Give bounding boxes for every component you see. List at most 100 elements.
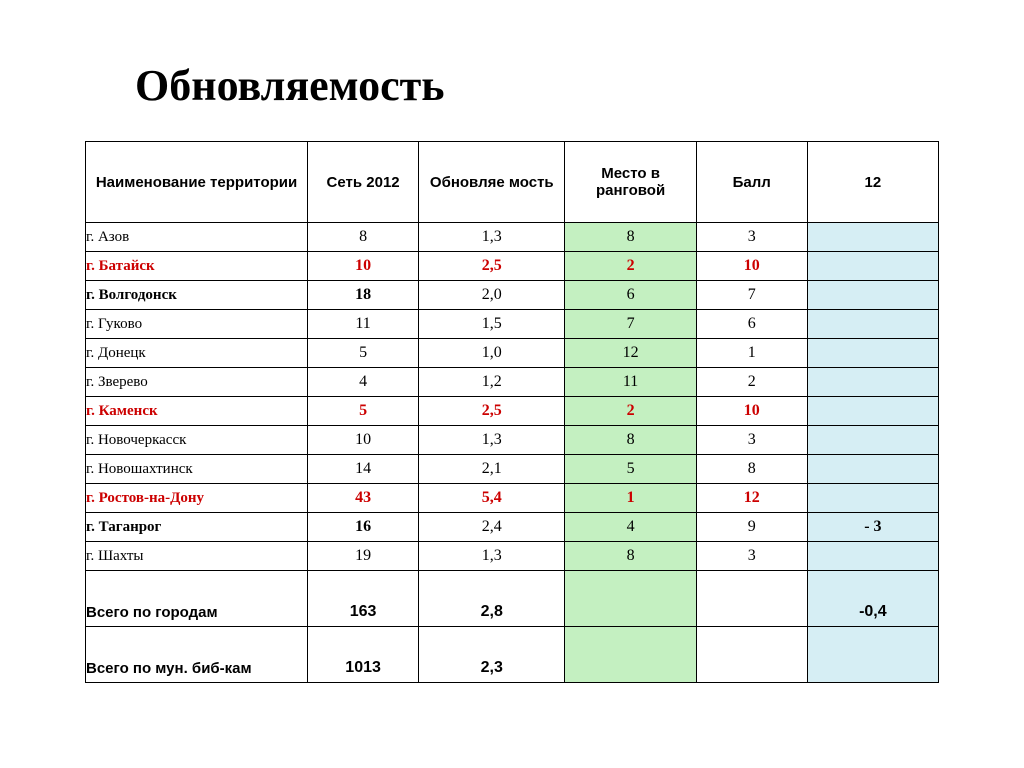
cell bbox=[807, 281, 938, 310]
cell: г. Донецк bbox=[86, 339, 308, 368]
col-territory: Наименование территории bbox=[86, 142, 308, 223]
cell: г. Таганрог bbox=[86, 513, 308, 542]
cell: 2,4 bbox=[419, 513, 565, 542]
cell bbox=[807, 339, 938, 368]
table-row: г. Шахты191,383 bbox=[86, 542, 939, 571]
cell: г. Каменск bbox=[86, 397, 308, 426]
cell: 2 bbox=[565, 252, 696, 281]
data-table: Наименование территории Сеть 2012 Обновл… bbox=[85, 141, 939, 683]
cell bbox=[807, 252, 938, 281]
table-row: г. Таганрог162,449- 3 bbox=[86, 513, 939, 542]
cell: 2,1 bbox=[419, 455, 565, 484]
col-score: Балл bbox=[696, 142, 807, 223]
table-body: г. Азов81,383г. Батайск102,5210г. Волгод… bbox=[86, 223, 939, 683]
cell: 1013 bbox=[308, 627, 419, 683]
cell: 1,3 bbox=[419, 223, 565, 252]
cell: 14 bbox=[308, 455, 419, 484]
cell bbox=[565, 627, 696, 683]
cell: г. Зверево bbox=[86, 368, 308, 397]
cell: 4 bbox=[565, 513, 696, 542]
cell bbox=[807, 368, 938, 397]
cell: 6 bbox=[565, 281, 696, 310]
cell: 10 bbox=[308, 252, 419, 281]
cell bbox=[807, 310, 938, 339]
cell: 8 bbox=[308, 223, 419, 252]
table-row: г. Гуково111,576 bbox=[86, 310, 939, 339]
table-total-row: Всего по мун. биб-кам10132,3 bbox=[86, 627, 939, 683]
cell: 2,8 bbox=[419, 571, 565, 627]
cell: 43 bbox=[308, 484, 419, 513]
cell bbox=[807, 542, 938, 571]
cell: 5 bbox=[308, 339, 419, 368]
cell: 1,3 bbox=[419, 426, 565, 455]
cell: 18 bbox=[308, 281, 419, 310]
cell: 8 bbox=[696, 455, 807, 484]
page-title: Обновляемость bbox=[85, 60, 939, 111]
cell: 1,2 bbox=[419, 368, 565, 397]
cell: 19 bbox=[308, 542, 419, 571]
cell: 5 bbox=[565, 455, 696, 484]
cell: 12 bbox=[565, 339, 696, 368]
cell: 8 bbox=[565, 542, 696, 571]
table-row: г. Новочеркасск101,383 bbox=[86, 426, 939, 455]
cell: г. Новочеркасск bbox=[86, 426, 308, 455]
table-row: г. Азов81,383 bbox=[86, 223, 939, 252]
cell bbox=[696, 627, 807, 683]
table-row: г. Зверево41,2112 bbox=[86, 368, 939, 397]
cell: 4 bbox=[308, 368, 419, 397]
cell bbox=[807, 484, 938, 513]
cell: 1,0 bbox=[419, 339, 565, 368]
cell bbox=[807, 627, 938, 683]
cell bbox=[807, 426, 938, 455]
cell: 10 bbox=[308, 426, 419, 455]
slide: Обновляемость Наименование территории Се… bbox=[0, 0, 1024, 768]
cell bbox=[807, 223, 938, 252]
cell: 8 bbox=[565, 426, 696, 455]
cell: г. Батайск bbox=[86, 252, 308, 281]
cell: 2 bbox=[565, 397, 696, 426]
table-row: г. Новошахтинск142,158 bbox=[86, 455, 939, 484]
table-row: г. Волгодонск182,067 bbox=[86, 281, 939, 310]
cell bbox=[807, 455, 938, 484]
cell: Всего по мун. биб-кам bbox=[86, 627, 308, 683]
cell: - 3 bbox=[807, 513, 938, 542]
cell: г. Гуково bbox=[86, 310, 308, 339]
cell: 11 bbox=[565, 368, 696, 397]
cell: Всего по городам bbox=[86, 571, 308, 627]
table-row: г. Каменск52,5210 bbox=[86, 397, 939, 426]
cell: 163 bbox=[308, 571, 419, 627]
table-row: г. Донецк51,0121 bbox=[86, 339, 939, 368]
cell: 1 bbox=[696, 339, 807, 368]
cell: 6 bbox=[696, 310, 807, 339]
col-last: 12 bbox=[807, 142, 938, 223]
cell: 2,5 bbox=[419, 397, 565, 426]
cell: 7 bbox=[565, 310, 696, 339]
cell: г. Шахты bbox=[86, 542, 308, 571]
cell: 11 bbox=[308, 310, 419, 339]
cell: 2 bbox=[696, 368, 807, 397]
cell: 3 bbox=[696, 542, 807, 571]
cell: 7 bbox=[696, 281, 807, 310]
col-rank: Место в ранговой bbox=[565, 142, 696, 223]
table-total-row: Всего по городам1632,8 -0,4 bbox=[86, 571, 939, 627]
cell: 2,5 bbox=[419, 252, 565, 281]
cell: 5 bbox=[308, 397, 419, 426]
cell: г. Новошахтинск bbox=[86, 455, 308, 484]
cell bbox=[696, 571, 807, 627]
cell: 9 bbox=[696, 513, 807, 542]
cell bbox=[565, 571, 696, 627]
cell: 10 bbox=[696, 252, 807, 281]
cell: -0,4 bbox=[807, 571, 938, 627]
cell: г. Азов bbox=[86, 223, 308, 252]
table-row: г. Батайск102,5210 bbox=[86, 252, 939, 281]
cell: 12 bbox=[696, 484, 807, 513]
cell: 10 bbox=[696, 397, 807, 426]
table-row: г. Ростов-на-Дону435,4112 bbox=[86, 484, 939, 513]
cell: 1,5 bbox=[419, 310, 565, 339]
cell: 5,4 bbox=[419, 484, 565, 513]
cell: 1,3 bbox=[419, 542, 565, 571]
cell: 1 bbox=[565, 484, 696, 513]
cell: 3 bbox=[696, 223, 807, 252]
cell: г. Волгодонск bbox=[86, 281, 308, 310]
cell: 2,0 bbox=[419, 281, 565, 310]
